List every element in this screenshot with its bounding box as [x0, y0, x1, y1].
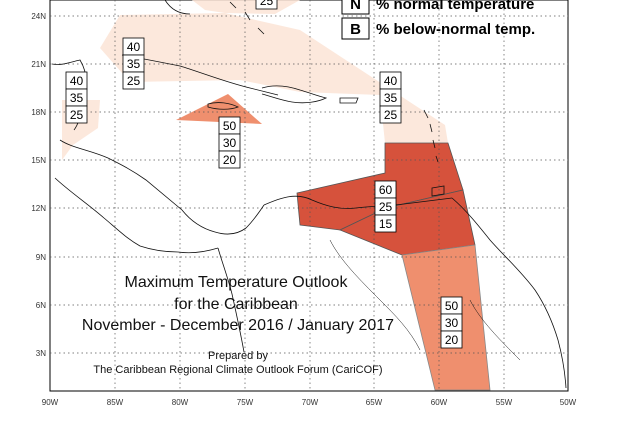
legend-key-normal: N — [350, 0, 361, 13]
lat-label: 3N — [36, 349, 46, 358]
lon-label: 50W — [560, 398, 577, 407]
prob-box-jamaica: 50 30 20 — [218, 116, 241, 169]
coast-hispaniola — [261, 85, 328, 104]
prob-normal: 25 — [379, 200, 393, 214]
coast-florida — [164, 0, 191, 15]
lat-label: 24N — [31, 12, 46, 21]
map-title: Maximum Temperature Outlook for the Cari… — [82, 274, 394, 334]
legend-key-below: B — [350, 21, 361, 38]
latitude-labels: 24N 21N 18N 15N 12N 9N 6N 3N — [31, 12, 46, 358]
lon-label: 70W — [302, 398, 319, 407]
coast-jamaica — [207, 102, 240, 110]
coast-puerto-rico — [339, 97, 359, 104]
prob-above: 50 — [445, 299, 459, 313]
legend-item-normal: N % normal temperature — [341, 0, 534, 15]
prob-below: 25 — [127, 74, 141, 88]
prob-normal: 30 — [445, 316, 459, 330]
prob-box-eastern-caribbean: 40 35 25 — [379, 71, 402, 124]
legend-text-below: % below-normal temp. — [376, 21, 535, 38]
lon-label: 60W — [431, 398, 448, 407]
prob-below: 20 — [223, 153, 237, 167]
lat-label: 9N — [36, 253, 46, 262]
longitude-labels: 90W 85W 80W 75W 70W 65W 60W 55W 50W — [42, 398, 577, 407]
lat-label: 12N — [31, 204, 46, 213]
prob-above: 25 — [260, 0, 274, 8]
prob-box-guianas: 50 30 20 — [440, 296, 463, 349]
lon-label: 85W — [107, 398, 124, 407]
coast-central-america — [59, 139, 265, 235]
lat-label: 15N — [31, 156, 46, 165]
prob-above: 50 — [223, 119, 237, 133]
lon-label: 80W — [172, 398, 189, 407]
prob-box-bahamas-cuba: 40 35 25 — [122, 37, 145, 90]
prob-above: 40 — [70, 74, 84, 88]
prob-below: 25 — [70, 108, 84, 122]
legend-item-below: B % below-normal temp. — [341, 17, 535, 40]
zone-northern-caribbean — [100, 13, 448, 143]
coast-guianas — [451, 197, 567, 389]
prob-below: 15 — [379, 217, 393, 231]
prob-below: 25 — [384, 108, 398, 122]
title-line-1: Maximum Temperature Outlook — [125, 274, 349, 291]
coastlines — [51, 0, 567, 389]
rivers — [329, 239, 521, 361]
coast-colombia-venezuela — [263, 195, 453, 209]
title-line-3: November - December 2016 / January 2017 — [82, 317, 394, 334]
title-line-2: for the Caribbean — [174, 296, 298, 313]
coast-central-america-pacific — [54, 177, 219, 254]
probability-boxes: 25 40 35 25 40 35 25 40 35 25 — [65, 0, 463, 349]
prob-normal: 35 — [70, 91, 84, 105]
lon-label: 55W — [496, 398, 513, 407]
prob-box-southern-caribbean: 60 25 15 — [374, 180, 397, 233]
coast-bahamas — [229, 1, 265, 35]
prob-box-northern-caribbean: 25 — [255, 0, 278, 10]
credits-line-1: Prepared by — [208, 350, 268, 362]
credits: Prepared by The Caribbean Regional Clima… — [93, 350, 382, 376]
legend-text-normal: % normal temperature — [376, 0, 534, 13]
legend: N % normal temperature B % below-normal … — [341, 0, 535, 40]
lon-label: 75W — [237, 398, 254, 407]
prob-above: 40 — [127, 40, 141, 54]
lon-label: 65W — [366, 398, 383, 407]
prob-above: 40 — [384, 74, 398, 88]
prob-above: 60 — [379, 183, 393, 197]
prob-normal: 35 — [384, 91, 398, 105]
lat-label: 21N — [31, 60, 46, 69]
prob-box-belize-yucatan: 40 35 25 — [65, 71, 88, 124]
coast-lesser-antilles — [423, 109, 439, 163]
coast-cuba — [121, 54, 279, 96]
lat-label: 18N — [31, 108, 46, 117]
prob-normal: 35 — [127, 57, 141, 71]
lat-label: 6N — [36, 301, 46, 310]
coast-colombia-pacific — [217, 247, 245, 353]
prob-normal: 30 — [223, 136, 237, 150]
coast-trinidad — [431, 185, 445, 197]
prob-below: 20 — [445, 333, 459, 347]
credits-line-2: The Caribbean Regional Climate Outlook F… — [93, 364, 382, 376]
lon-label: 90W — [42, 398, 59, 407]
